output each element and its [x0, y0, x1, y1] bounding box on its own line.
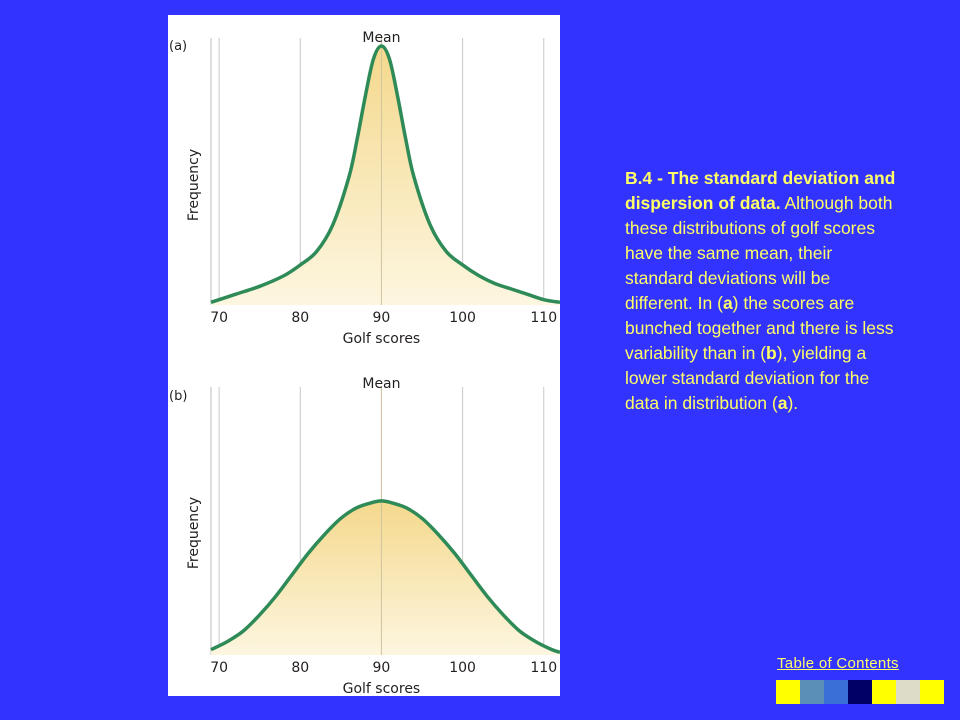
distribution-curve: [210, 44, 560, 305]
nav-block-5[interactable]: [872, 680, 896, 704]
x-tick-label-110: 110: [530, 310, 557, 326]
x-axis-label: Golf scores: [343, 331, 421, 347]
nav-block-3[interactable]: [824, 680, 848, 704]
caption-bold-label: a: [777, 393, 788, 413]
nav-block-2[interactable]: [800, 680, 824, 704]
caption-text-segment: Although both these distributions of gol…: [625, 193, 893, 313]
slide-navigation-strip: [776, 680, 944, 704]
y-axis-label: Frequency: [186, 497, 202, 569]
y-axis-label: Frequency: [186, 149, 202, 221]
x-tick-label-100: 100: [449, 310, 476, 326]
chart-a: (a) Mean 70 80 90 100 110 Golf scores Frequency: [169, 30, 560, 347]
caption-text-segment: ) the scores are bunched together and th…: [625, 293, 894, 363]
caption-body: Although both these distributions of gol…: [625, 193, 894, 413]
distribution-curve: [210, 499, 560, 654]
x-axis-label: Golf scores: [343, 681, 421, 696]
x-tick-label-70: 70: [210, 660, 228, 676]
nav-block-4[interactable]: [848, 680, 872, 704]
caption-text-segment: ), yielding a lower standard deviation f…: [625, 343, 870, 413]
x-tick-label-90: 90: [373, 310, 391, 326]
distribution-area: [211, 500, 560, 655]
nav-block-1[interactable]: [776, 680, 800, 704]
caption-bold-label: b: [766, 343, 777, 363]
x-tick-label-90: 90: [373, 660, 391, 676]
distribution-area: [211, 46, 560, 305]
figure-caption: B.4 - The standard deviation and dispers…: [625, 166, 900, 416]
panel-label: (b): [169, 389, 187, 404]
figure-panel: (a) Mean 70 80 90 100 110 Golf scores Frequency …: [168, 15, 560, 696]
caption-text-segment: ).: [787, 393, 799, 413]
x-tick-label-80: 80: [291, 660, 309, 676]
x-tick-label-100: 100: [449, 660, 476, 676]
mean-label: Mean: [362, 30, 400, 46]
x-tick-label-110: 110: [530, 660, 557, 676]
chart-b: (b) Mean 70 80 90 100 110 Golf scores Frequency: [169, 376, 560, 696]
nav-block-6[interactable]: [896, 680, 920, 704]
nav-block-7[interactable]: [920, 680, 944, 704]
mean-label: Mean: [362, 376, 400, 392]
table-of-contents-link[interactable]: Table of Contents: [777, 655, 899, 672]
caption-bold-label: a: [722, 293, 733, 313]
panel-label: (a): [169, 39, 187, 54]
caption-heading: B.4 - The standard deviation and dispers…: [625, 168, 896, 213]
x-tick-label-80: 80: [291, 310, 309, 326]
x-tick-label-70: 70: [210, 310, 228, 326]
